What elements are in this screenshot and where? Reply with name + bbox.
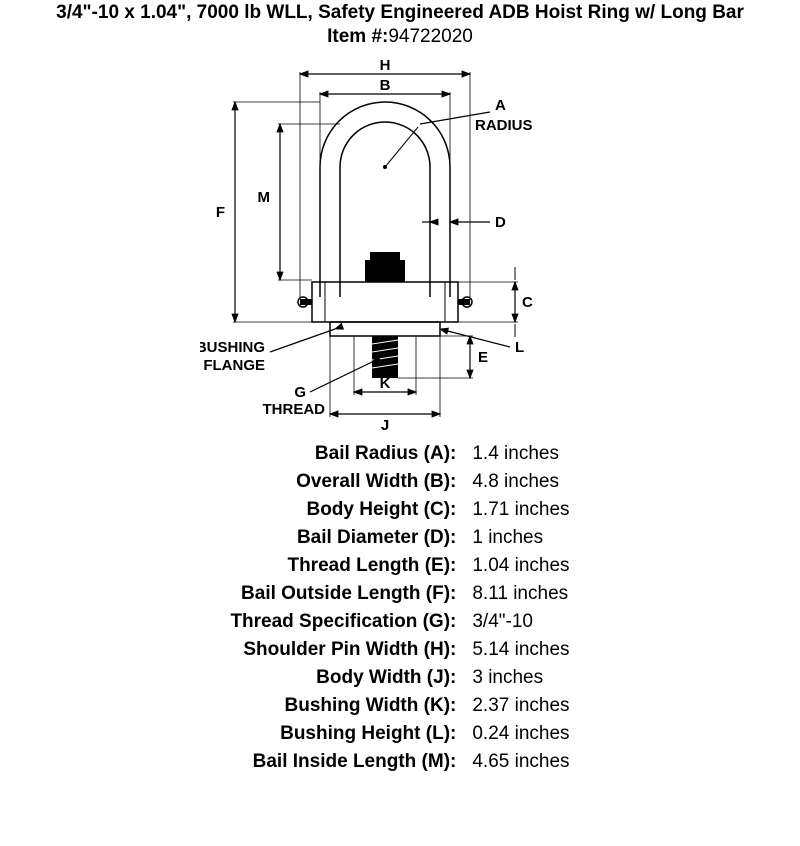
spec-value: 1 inches xyxy=(464,524,577,552)
spec-value: 8.11 inches xyxy=(464,580,577,608)
dim-label-A: A xyxy=(495,97,506,114)
spec-label: Body Width (J): xyxy=(222,664,464,692)
spec-value: 1.4 inches xyxy=(464,440,577,468)
item-number-line: Item #:94722020 xyxy=(0,26,800,48)
spec-label: Thread Specification (G): xyxy=(222,608,464,636)
spec-value: 1.71 inches xyxy=(464,496,577,524)
dim-label-D: D xyxy=(495,214,506,231)
dim-label-C: C xyxy=(522,294,533,311)
spec-value: 5.14 inches xyxy=(464,636,577,664)
spec-row: Body Height (C):1.71 inches xyxy=(222,496,577,524)
spec-row: Shoulder Pin Width (H):5.14 inches xyxy=(222,636,577,664)
dim-label-B: B xyxy=(380,77,391,94)
spec-label: Thread Length (E): xyxy=(222,552,464,580)
spec-value: 3/4"-10 xyxy=(464,608,577,636)
page-container: 3/4"-10 x 1.04", 7000 lb WLL, Safety Eng… xyxy=(0,0,800,776)
dim-label-J: J xyxy=(381,417,389,432)
spec-row: Bushing Height (L):0.24 inches xyxy=(222,720,577,748)
spec-row: Thread Length (E):1.04 inches xyxy=(222,552,577,580)
spec-row: Overall Width (B):4.8 inches xyxy=(222,468,577,496)
spec-label: Bushing Width (K): xyxy=(222,692,464,720)
spec-row: Bushing Width (K):2.37 inches xyxy=(222,692,577,720)
spec-label: Bail Outside Length (F): xyxy=(222,580,464,608)
spec-value: 0.24 inches xyxy=(464,720,577,748)
spec-value: 4.8 inches xyxy=(464,468,577,496)
item-number: 94722020 xyxy=(388,26,473,47)
spec-value: 2.37 inches xyxy=(464,692,577,720)
spec-row: Body Width (J):3 inches xyxy=(222,664,577,692)
dim-label-radius: RADIUS xyxy=(475,117,533,134)
dim-label-bushing: BUSHING xyxy=(200,339,265,356)
product-title: 3/4"-10 x 1.04", 7000 lb WLL, Safety Eng… xyxy=(0,0,800,24)
dim-label-F: F xyxy=(216,204,225,221)
spec-row: Bail Radius (A):1.4 inches xyxy=(222,440,577,468)
dim-label-E: E xyxy=(478,349,488,366)
specifications-table: Bail Radius (A):1.4 inchesOverall Width … xyxy=(222,440,577,776)
spec-label: Bail Radius (A): xyxy=(222,440,464,468)
hoist-ring-diagram: H B A RADIUS D M F xyxy=(200,52,600,432)
dim-label-K: K xyxy=(380,375,391,392)
spec-row: Bail Inside Length (M):4.65 inches xyxy=(222,748,577,776)
spec-label: Body Height (C): xyxy=(222,496,464,524)
dim-label-G: G xyxy=(294,384,306,401)
spec-value: 3 inches xyxy=(464,664,577,692)
dim-label-L: L xyxy=(515,339,524,356)
spec-row: Thread Specification (G):3/4"-10 xyxy=(222,608,577,636)
spec-row: Bail Outside Length (F):8.11 inches xyxy=(222,580,577,608)
spec-label: Bushing Height (L): xyxy=(222,720,464,748)
spec-label: Overall Width (B): xyxy=(222,468,464,496)
dim-label-H: H xyxy=(380,57,391,74)
spec-row: Bail Diameter (D):1 inches xyxy=(222,524,577,552)
spec-label: Shoulder Pin Width (H): xyxy=(222,636,464,664)
dim-label-flange: FLANGE xyxy=(203,357,265,374)
diagram-svg: H B A RADIUS D M F xyxy=(200,52,600,432)
spec-value: 4.65 inches xyxy=(464,748,577,776)
spec-value: 1.04 inches xyxy=(464,552,577,580)
dim-label-M: M xyxy=(258,189,271,206)
dim-label-thread: THREAD xyxy=(263,401,326,418)
spec-label: Bail Diameter (D): xyxy=(222,524,464,552)
item-label: Item #: xyxy=(327,26,388,47)
spec-label: Bail Inside Length (M): xyxy=(222,748,464,776)
